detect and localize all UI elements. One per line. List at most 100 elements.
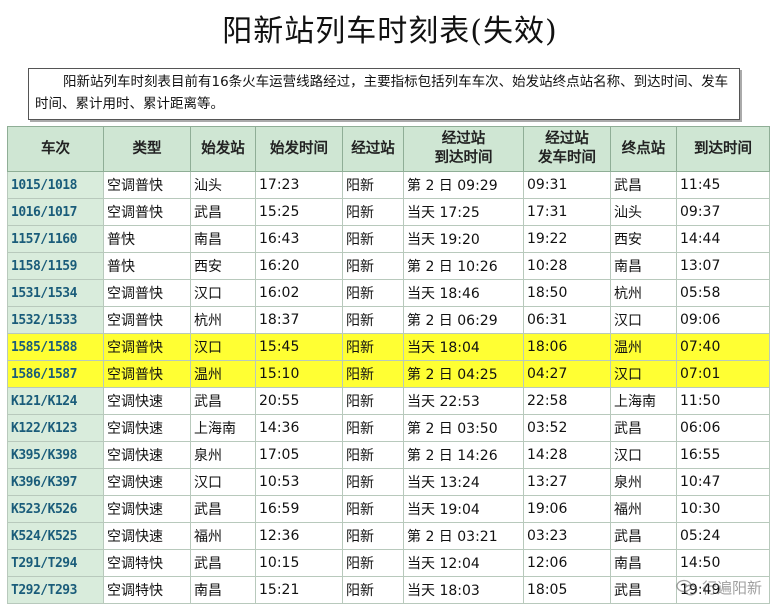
cell-via: 阳新 [342, 279, 404, 307]
cell-via-arrive: 当天 18:03 [403, 576, 524, 604]
cell-dest: 西安 [610, 225, 677, 253]
cell-depart: 17:05 [255, 441, 343, 469]
table-row: 1016/1017 空调普快 武昌 15:25 阳新 当天 17:25 17:31 汕头 09:… [7, 198, 770, 226]
cell-via: 阳新 [342, 306, 404, 334]
cell-train: K524/K525 [7, 522, 104, 550]
cell-via-arrive: 当天 18:46 [403, 279, 524, 307]
cell-via: 阳新 [342, 549, 404, 577]
cell-arrive: 07:40 [676, 333, 770, 361]
cell-type: 空调快速 [103, 495, 191, 523]
cell-type: 空调普快 [103, 279, 191, 307]
cell-train: 1532/1533 [7, 306, 104, 334]
cell-via-arrive: 第 2 日 09:29 [403, 171, 524, 199]
table-row: 1157/1160 普快 南昌 16:43 阳新 当天 19:20 19:22 西安 14:44 [7, 225, 770, 253]
cell-depart: 14:36 [255, 414, 343, 442]
cell-depart: 20:55 [255, 387, 343, 415]
cell-depart: 15:45 [255, 333, 343, 361]
cell-via-arrive: 当天 22:53 [403, 387, 524, 415]
cell-origin: 汉口 [190, 468, 256, 496]
cell-via-arrive: 第 2 日 03:21 [403, 522, 524, 550]
cell-dest: 武昌 [610, 522, 677, 550]
table-row: K121/K124 空调快速 武昌 20:55 阳新 当天 22:53 22:58 上海南 11… [7, 387, 770, 415]
cell-type: 空调普快 [103, 360, 191, 388]
cell-arrive: 13:07 [676, 252, 770, 280]
cell-dest: 泉州 [610, 468, 677, 496]
cell-arrive: 09:37 [676, 198, 770, 226]
header-col-arrive: 到达时间 [676, 126, 770, 172]
header-col-origin: 始发站 [190, 126, 256, 172]
table-row: 1585/1588 空调普快 汉口 15:45 阳新 当天 18:04 18:06 温州 07:… [7, 333, 770, 361]
cell-dest: 武昌 [610, 171, 677, 199]
cell-type: 空调快速 [103, 441, 191, 469]
cell-type: 普快 [103, 252, 191, 280]
cell-dest: 上海南 [610, 387, 677, 415]
cell-train: T291/T294 [7, 549, 104, 577]
header-col-via-depart: 经过站 发车时间 [523, 126, 611, 172]
cell-origin: 武昌 [190, 387, 256, 415]
table-row: T292/T293 空调特快 南昌 15:21 阳新 当天 18:03 18:05 武昌 19:… [7, 576, 770, 604]
cell-via-depart: 09:31 [523, 171, 611, 199]
table-row: K524/K525 空调快速 福州 12:36 阳新第 2 日 03:21 03:23 武昌… [7, 522, 770, 550]
table-row: 1532/1533 空调普快 杭州 18:37 阳新第 2 日 06:29 06:31 汉口… [7, 306, 770, 334]
cell-origin: 温州 [190, 360, 256, 388]
cell-dest: 汉口 [610, 441, 677, 469]
cell-via-depart: 12:06 [523, 549, 611, 577]
description-box: 阳新站列车时刻表目前有16条火车运营线路经过，主要指标包括列车车次、始发站终点站… [28, 68, 740, 120]
cell-train: 1158/1159 [7, 252, 104, 280]
cell-via-depart: 22:58 [523, 387, 611, 415]
cell-train: K122/K123 [7, 414, 104, 442]
cell-arrive: 10:30 [676, 495, 770, 523]
cell-origin: 福州 [190, 522, 256, 550]
cell-via-depart: 19:06 [523, 495, 611, 523]
header-col-via-arrive: 经过站 到达时间 [403, 126, 524, 172]
cell-depart: 18:37 [255, 306, 343, 334]
cell-origin: 汉口 [190, 333, 256, 361]
cell-via: 阳新 [342, 360, 404, 388]
cell-depart: 15:21 [255, 576, 343, 604]
cell-via-depart: 17:31 [523, 198, 611, 226]
cell-train: 1586/1587 [7, 360, 104, 388]
cell-via: 阳新 [342, 441, 404, 469]
cell-dest: 汕头 [610, 198, 677, 226]
cell-via-arrive: 当天 12:04 [403, 549, 524, 577]
cell-via: 阳新 [342, 171, 404, 199]
cell-origin: 西安 [190, 252, 256, 280]
table-row: 1015/1018 空调普快 汕头 17:23 阳新第 2 日 09:29 09:31 武昌… [7, 171, 770, 199]
cell-via: 阳新 [342, 576, 404, 604]
table-row: K122/K123 空调快速 上海南 14:36 阳新第 2 日 03:50 03:52 武… [7, 414, 770, 442]
cell-origin: 南昌 [190, 225, 256, 253]
cell-train: 1585/1588 [7, 333, 104, 361]
cell-type: 普快 [103, 225, 191, 253]
cell-via-depart: 14:28 [523, 441, 611, 469]
cell-via: 阳新 [342, 252, 404, 280]
cell-arrive: 11:50 [676, 387, 770, 415]
cell-dest: 武昌 [610, 414, 677, 442]
cell-arrive: 14:50 [676, 549, 770, 577]
cell-arrive: 05:58 [676, 279, 770, 307]
cell-dest: 温州 [610, 333, 677, 361]
cell-via-depart: 03:23 [523, 522, 611, 550]
cell-via-arrive: 第 2 日 06:29 [403, 306, 524, 334]
header-col-dest: 终点站 [610, 126, 677, 172]
table-body: 1015/1018 空调普快 汕头 17:23 阳新第 2 日 09:29 09:31 武昌… [7, 171, 770, 604]
cell-depart: 10:15 [255, 549, 343, 577]
cell-type: 空调快速 [103, 387, 191, 415]
cell-via-depart: 03:52 [523, 414, 611, 442]
cell-depart: 12:36 [255, 522, 343, 550]
cell-via-depart: 18:06 [523, 333, 611, 361]
cell-type: 空调普快 [103, 306, 191, 334]
cell-via-depart: 10:28 [523, 252, 611, 280]
cell-origin: 汕头 [190, 171, 256, 199]
cell-depart: 16:02 [255, 279, 343, 307]
cell-via-depart: 06:31 [523, 306, 611, 334]
header-col-train: 车次 [7, 126, 104, 172]
cell-train: K396/K397 [7, 468, 104, 496]
cell-dest: 汉口 [610, 306, 677, 334]
table-row: K396/K397 空调快速 汉口 10:53 阳新 当天 13:24 13:27 泉州 10:… [7, 468, 770, 496]
cell-via: 阳新 [342, 468, 404, 496]
cell-arrive: 14:44 [676, 225, 770, 253]
cell-via-depart: 13:27 [523, 468, 611, 496]
cell-via-arrive: 第 2 日 03:50 [403, 414, 524, 442]
cell-via: 阳新 [342, 522, 404, 550]
cell-via: 阳新 [342, 495, 404, 523]
